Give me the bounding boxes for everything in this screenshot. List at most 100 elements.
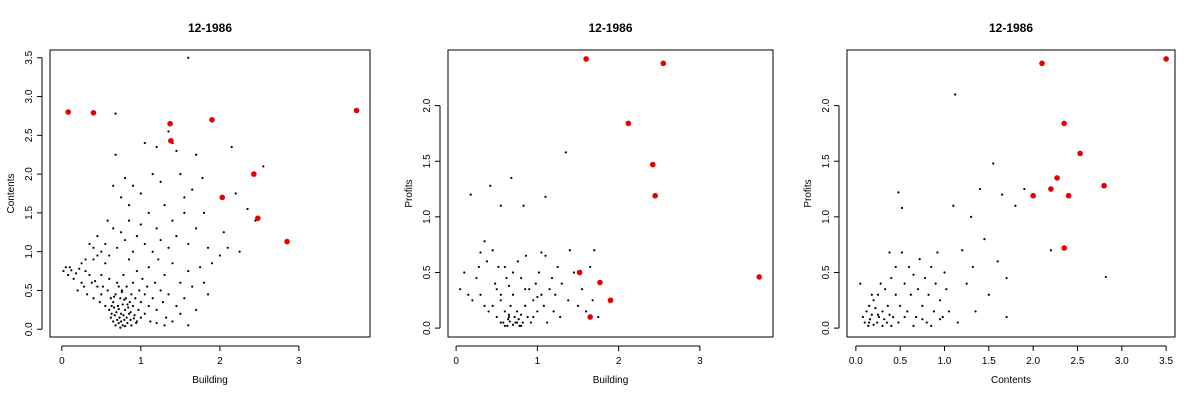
data-point (868, 318, 872, 321)
data-point (970, 215, 973, 218)
data-point (122, 273, 125, 277)
data-point (1023, 187, 1026, 191)
data-point (206, 246, 210, 249)
data-point (502, 321, 505, 324)
data-point (510, 176, 513, 180)
data-point (116, 318, 119, 322)
data-point (163, 273, 166, 277)
x-tick-label: 3 (296, 356, 302, 367)
data-point (112, 227, 115, 230)
data-point (100, 250, 103, 253)
data-point (165, 316, 168, 319)
data-point (495, 315, 498, 319)
data-point (467, 293, 470, 296)
data-point (131, 250, 135, 253)
data-point (133, 314, 136, 317)
data-point (98, 300, 101, 304)
data-point (900, 206, 904, 210)
y-tick-label: 1.5 (24, 206, 35, 220)
data-point (487, 310, 490, 313)
data-point (120, 289, 124, 292)
data-point (1001, 193, 1004, 196)
data-point (483, 304, 486, 307)
data-point (491, 249, 494, 252)
data-point (544, 195, 547, 198)
data-point (564, 151, 567, 154)
y-tick-label: 0.0 (821, 321, 832, 335)
highlight-point (284, 238, 290, 245)
data-point (499, 299, 502, 302)
data-point (494, 282, 497, 285)
data-point (120, 231, 123, 234)
data-point (568, 249, 571, 252)
chart-title: 12-1986 (188, 21, 232, 35)
data-point (463, 271, 466, 274)
data-point (100, 273, 103, 277)
data-point (897, 321, 900, 324)
data-point (1104, 275, 1107, 279)
data-point (542, 304, 545, 307)
x-tick-label: 3 (697, 356, 703, 367)
data-point (546, 321, 549, 324)
data-point (930, 324, 933, 327)
highlight-point (219, 194, 226, 201)
data-point (912, 324, 915, 327)
data-point (123, 318, 126, 322)
highlight-point (649, 161, 656, 168)
y-tick-label: 0.0 (422, 321, 433, 335)
data-point (524, 288, 527, 291)
data-point (996, 260, 999, 263)
data-point (161, 300, 165, 304)
highlight-point (1048, 186, 1054, 192)
data-point (135, 321, 138, 325)
data-point (485, 260, 489, 263)
data-point (870, 313, 873, 316)
x-tick-label: 2 (217, 356, 223, 367)
y-tick-label: 0.5 (821, 265, 832, 279)
data-point (195, 153, 198, 156)
data-point (537, 271, 541, 274)
data-point (201, 176, 204, 180)
data-point (868, 321, 871, 324)
data-point (934, 282, 937, 285)
data-point (135, 235, 139, 238)
data-point (151, 297, 154, 300)
data-point (120, 290, 124, 294)
data-point (123, 308, 127, 311)
y-tick-label: 0.5 (24, 283, 35, 297)
data-point (936, 251, 939, 254)
highlight-point (1065, 192, 1072, 199)
chart-title: 12-1986 (989, 21, 1033, 35)
data-point (123, 238, 127, 242)
data-point (187, 324, 190, 327)
data-point (112, 295, 116, 298)
data-point (859, 282, 862, 285)
data-point (187, 56, 190, 59)
data-point (155, 308, 158, 311)
data-point (179, 173, 182, 176)
data-point (92, 246, 95, 249)
data-point (884, 288, 887, 291)
data-point (112, 184, 115, 187)
data-point (113, 314, 116, 317)
data-point (941, 315, 944, 319)
data-point (199, 266, 202, 269)
highlight-point (255, 215, 261, 222)
data-point (938, 299, 942, 302)
data-point (100, 293, 103, 296)
data-point (511, 271, 515, 274)
highlight-point (1061, 120, 1067, 127)
data-point (67, 273, 70, 277)
data-point (524, 254, 528, 257)
data-point (114, 153, 117, 156)
data-point (143, 242, 146, 246)
data-point (121, 324, 124, 327)
data-point (912, 273, 915, 276)
data-point (124, 297, 127, 300)
data-point (108, 277, 111, 280)
data-point (945, 288, 948, 291)
data-point (93, 280, 97, 283)
data-point (147, 211, 150, 214)
data-point (108, 254, 111, 257)
